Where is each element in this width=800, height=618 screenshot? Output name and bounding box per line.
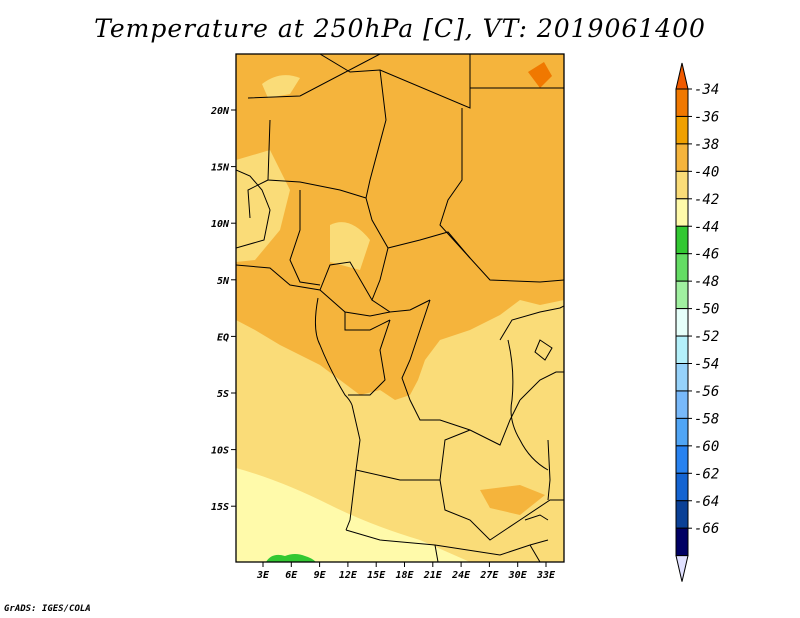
colorbar-swatch <box>675 198 689 227</box>
colorbar-label: -50 <box>694 302 719 318</box>
colorbar-swatch <box>675 472 689 502</box>
lat-tick-label: 10S <box>211 446 229 457</box>
shade-minus38-to-minus36 <box>236 54 564 400</box>
shade-minus38-patch-southeast <box>480 485 545 515</box>
shade-minus40-patch-sahel <box>236 150 290 262</box>
lat-tick-label: 5S <box>217 389 229 400</box>
colorbar-label: -56 <box>694 384 719 400</box>
lon-tick-label: 27E <box>479 570 499 581</box>
country-borders <box>236 54 564 562</box>
colorbar-label: -64 <box>694 494 719 510</box>
lon-tick-label: 15E <box>367 570 386 581</box>
colorbar-swatch <box>675 308 689 337</box>
colorbar: -34 -36 -38 -40 -42 -44 -46 -48 -50 -52 -54 -56 -58 -… <box>675 62 719 582</box>
lon-tick-label: 6E <box>285 570 298 581</box>
lon-tick-label: 12E <box>339 570 358 581</box>
colorbar-swatch <box>675 417 689 447</box>
colorbar-swatch <box>675 363 689 392</box>
lat-tick-label: EQ <box>217 332 229 343</box>
colorbar-label: -42 <box>694 192 719 208</box>
shade-minus44-patch <box>266 554 316 562</box>
map-frame <box>235 53 565 563</box>
shade-minus36-patch <box>528 62 552 88</box>
colorbar-label: -52 <box>694 329 719 345</box>
lon-tick-label: 21E <box>423 570 443 581</box>
shade-minus40-patch-north <box>262 75 300 98</box>
lat-tick-label: 15N <box>211 163 230 174</box>
colorbar-swatch <box>675 88 689 117</box>
colorbar-label: -66 <box>694 521 719 537</box>
lon-tick-label: 9E <box>314 570 327 581</box>
colorbar-swatch <box>675 170 689 200</box>
colorbar-swatch <box>675 500 689 529</box>
colorbar-swatch <box>675 143 689 172</box>
grads-credit: GrADS: IGES/COLA <box>4 604 91 614</box>
colorbar-swatch <box>675 445 689 474</box>
shade-minus40-patch-center <box>330 222 370 270</box>
lon-tick-label: 33E <box>536 570 556 581</box>
colorbar-label: -48 <box>694 274 719 290</box>
colorbar-label: -38 <box>694 137 719 153</box>
lat-tick-label: 15S <box>211 502 229 513</box>
colorbar-swatch <box>675 115 689 145</box>
colorbar-label: -54 <box>694 357 719 373</box>
colorbar-swatch <box>675 280 689 310</box>
lat-tick-label: 10N <box>211 219 230 230</box>
lat-tick-label: 5N <box>217 276 230 287</box>
colorbar-label: -60 <box>694 439 719 455</box>
colorbar-label: -36 <box>694 109 719 125</box>
colorbar-swatch <box>675 527 689 557</box>
lat-tick-label: 20N <box>210 106 230 117</box>
lon-tick-label: 24E <box>451 570 471 581</box>
lon-tick-label: 3E <box>256 570 270 581</box>
colorbar-bottom-arrow <box>675 555 689 582</box>
shade-minus42-to-minus40 <box>236 468 470 562</box>
lon-tick-label: 18E <box>395 570 414 581</box>
longitude-axis: 3E 6E 9E 12E 15E 18E 21E 24E 27E 30E 33E <box>256 562 556 581</box>
colorbar-label: -62 <box>694 466 719 482</box>
latitude-axis: 20N 15N 10N 5N EQ 5S 10S 15S <box>210 106 236 513</box>
colorbar-label: -58 <box>694 411 719 427</box>
colorbar-swatch <box>675 390 689 419</box>
temperature-field <box>236 54 564 562</box>
colorbar-label: -34 <box>694 82 719 98</box>
colorbar-label: -44 <box>694 219 719 235</box>
colorbar-label: -46 <box>694 247 719 263</box>
map-title: Temperature at 250hPa [C], VT: 201906140… <box>94 14 706 43</box>
colorbar-swatch <box>675 225 689 255</box>
colorbar-label: -40 <box>694 164 719 180</box>
colorbar-swatch <box>675 253 689 282</box>
lon-tick-label: 30E <box>508 570 528 581</box>
colorbar-top-arrow <box>675 62 689 90</box>
colorbar-swatch <box>675 335 689 364</box>
